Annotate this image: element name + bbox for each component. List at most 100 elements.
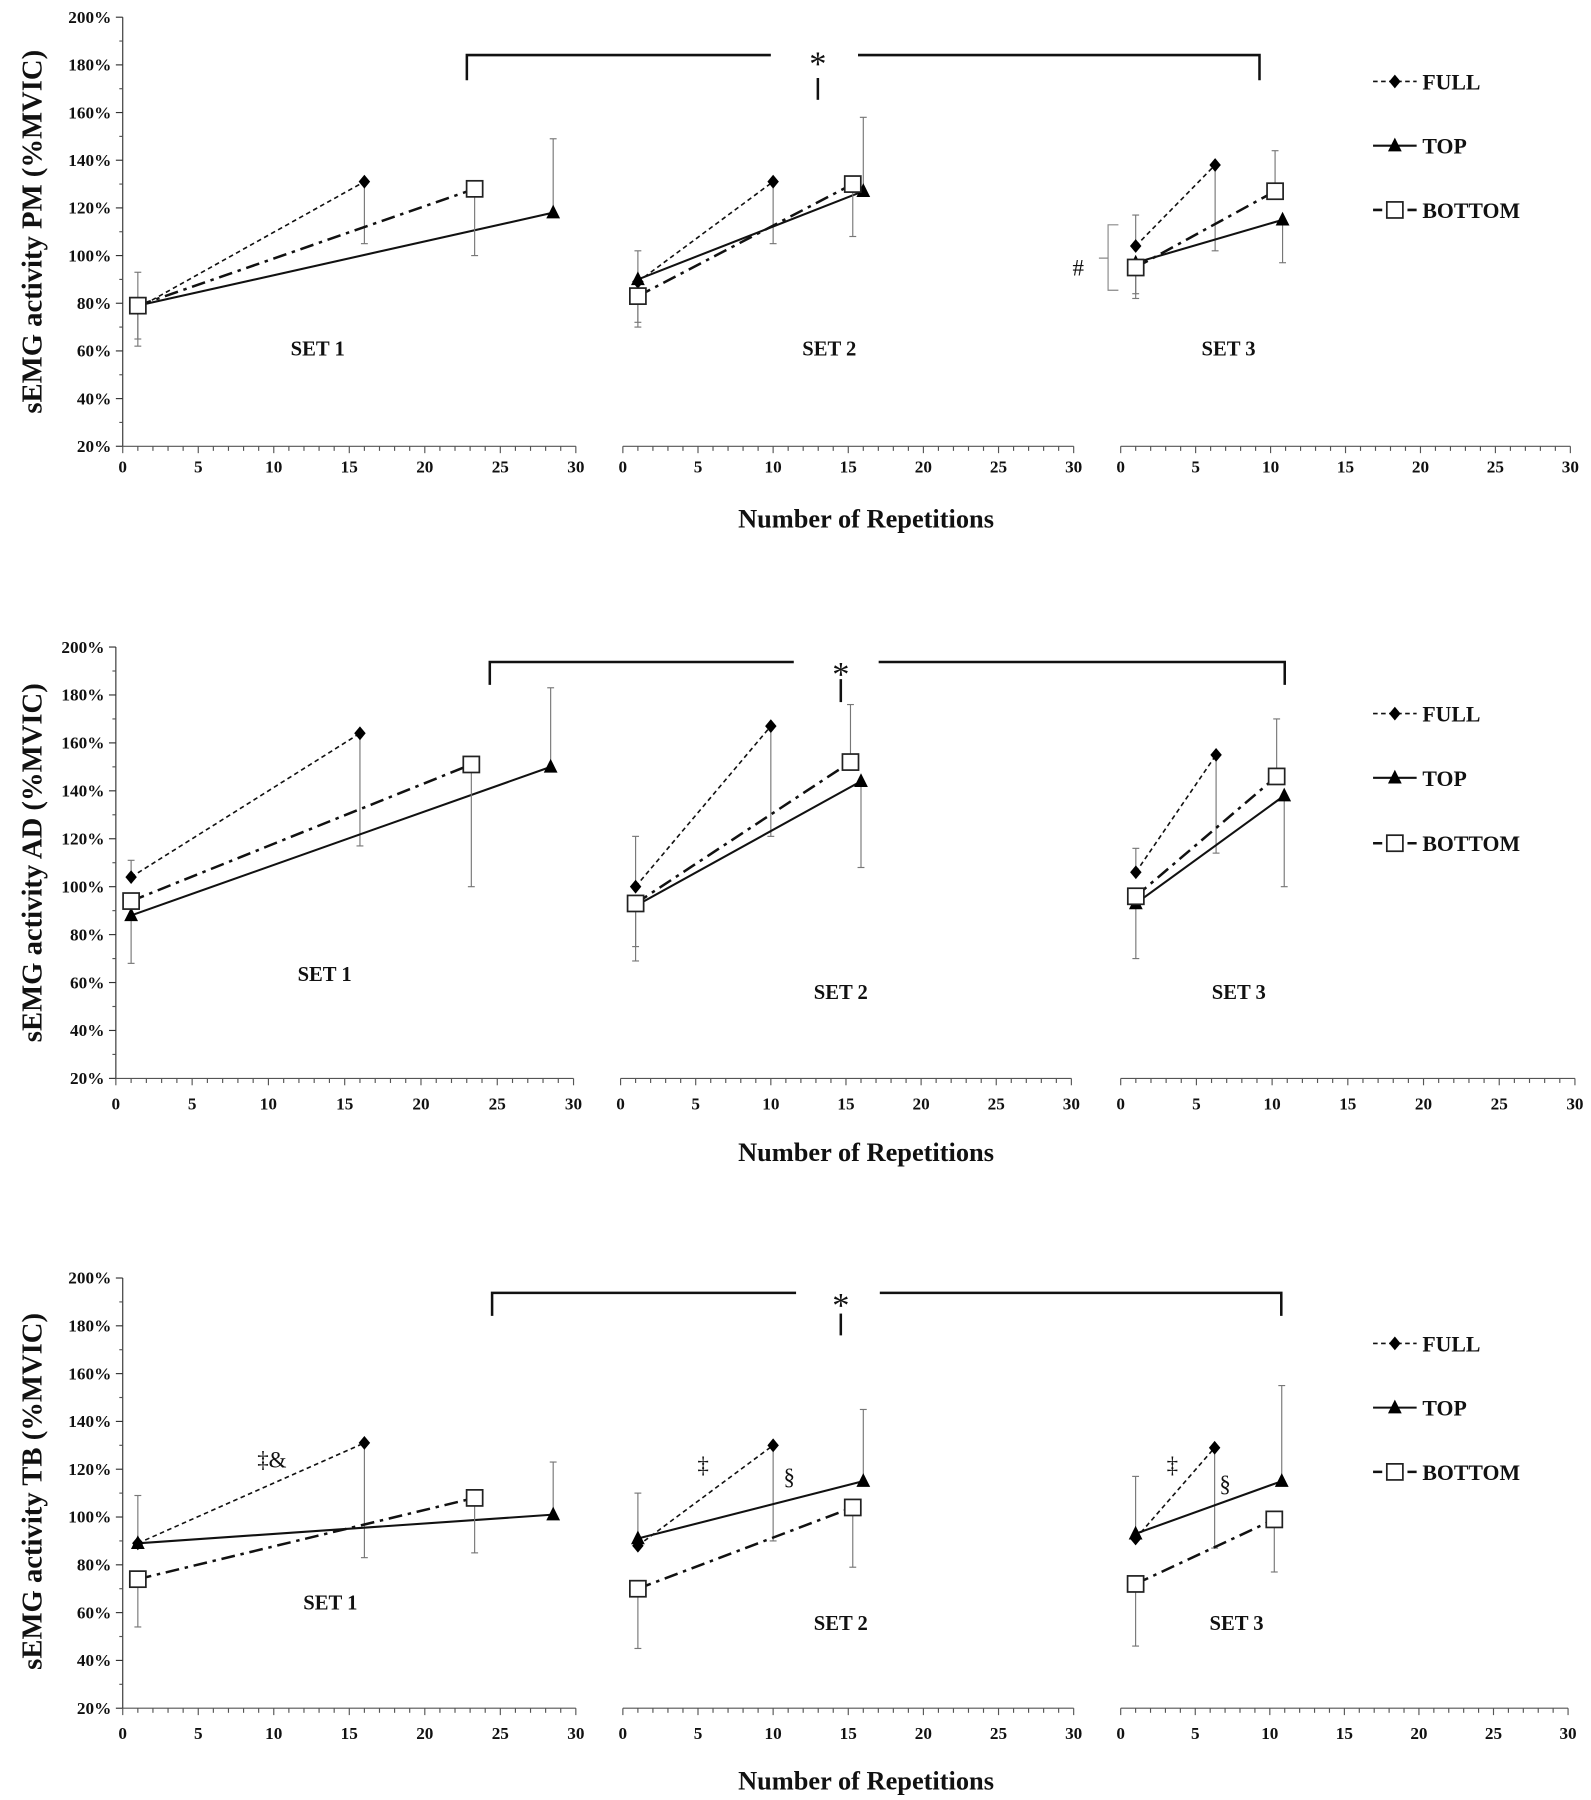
y-tick-label: 180% [68,1317,111,1336]
x-tick-label: 25 [988,1094,1005,1113]
x-tick-label: 15 [840,458,857,477]
x-tick-label: 5 [694,1724,703,1743]
square-marker-bottom [1126,887,1145,906]
panel-1: 20% 40% 60% 80% 100% 120% 140% 160% 180% 200% sEMG… [16,8,1579,534]
set-3: 0 5 10 15 20 25 30 SET 3 [1116,150,1579,477]
series-line-bottom [637,1506,854,1590]
diamond-marker-full [767,174,779,189]
diamond-marker-full [1389,706,1401,721]
triangle-marker-top [546,204,561,219]
diamond-marker-full [1389,74,1401,89]
x-tick-label: 10 [1261,1724,1278,1743]
triangle-marker-top [130,1535,145,1550]
x-tick-label: 0 [1116,1724,1125,1743]
y-tick-label: 120% [68,1460,111,1479]
set-label: SET 2 [802,339,856,361]
hash-bracket [1098,224,1119,291]
legend-label: FULL [1422,70,1480,94]
diamond-marker-full [1130,865,1142,880]
square-marker-bottom [462,755,481,774]
legend-label: TOP [1422,767,1466,791]
x-tick-label: 5 [194,1724,203,1743]
y-axis-label: sEMG activity PM (%MVIC) [16,50,48,414]
triangle-marker-top [543,758,558,773]
y-tick-label: 140% [61,782,104,801]
x-tick-label: 25 [990,458,1007,477]
y-axis-label: sEMG activity TB (%MVIC) [16,1313,48,1670]
square-marker-bottom [1385,1463,1404,1481]
square-marker-bottom [841,753,860,771]
y-tick-label: 100% [68,246,111,265]
legend-label: BOTTOM [1422,199,1520,223]
legend-item-top: TOP [1373,767,1467,791]
set-3: 0 5 10 15 20 25 30 SET 3 [1116,718,1584,1113]
triangle-marker-top [1275,211,1290,226]
triangle-marker-top [1387,1399,1402,1414]
y-tick-label: 100% [68,1508,111,1527]
x-tick-label: 5 [1191,1724,1200,1743]
series-line-top [130,765,552,917]
x-tick-label: 20 [1410,1724,1427,1743]
set-label: SET 2 [814,982,868,1004]
square-marker-bottom [629,287,647,305]
square-marker-bottom [843,1498,862,1517]
x-tick-label: 5 [694,458,703,477]
triangle-marker-top [1387,137,1402,152]
set-2: 0 5 10 15 20 25 30 SET 2 [616,703,1080,1113]
y-tick-label: 60% [77,1603,111,1622]
legend-item-full: FULL [1373,1332,1480,1356]
triangle-marker-top [1128,1525,1143,1540]
set-1: 0 5 10 15 20 25 30 SET 1 [118,1436,584,1743]
x-tick-label: 15 [837,1094,854,1113]
x-tick-label: 10 [260,1094,277,1113]
x-tick-label: 5 [1192,1094,1201,1113]
set-2: 0 5 10 15 20 25 30 SET 2 [619,116,1082,477]
series-line-top [635,780,862,907]
x-tick-label: 15 [1336,1724,1353,1743]
y-tick-label: 180% [68,56,111,75]
y-tick-label: 140% [68,1412,111,1431]
annotation-symbol: ‡ [697,1453,708,1478]
y-tick-label: 120% [61,829,104,848]
x-tick-label: 30 [1559,1724,1576,1743]
annotation-symbol: ‡& [257,1447,286,1472]
diamond-marker-full [125,870,137,884]
legend-item-full: FULL [1373,703,1480,727]
y-tick-label: 200% [68,1269,111,1288]
series-line-bottom [137,1496,475,1581]
x-tick-label: 25 [1491,1094,1508,1113]
y-tick-label: 60% [77,342,111,361]
x-tick-label: 25 [492,458,509,477]
square-marker-bottom [1266,182,1284,201]
x-tick-label: 0 [118,1724,127,1743]
y-tick-label: 40% [70,1021,104,1040]
significance-bracket [488,660,1286,685]
y-tick-label: 40% [77,389,111,408]
x-tick-label: 0 [1116,1094,1125,1113]
x-tick-label: 30 [1065,1724,1082,1743]
square-marker-bottom [1126,1575,1145,1593]
triangle-marker-top [1274,1473,1289,1487]
x-tick-label: 10 [765,1724,782,1743]
y-tick-label: 20% [77,437,111,456]
set-2: 0 5 10 15 20 25 30 SET 2 [619,1408,1082,1743]
triangle-marker-top [854,773,868,787]
series-line-top [1135,1480,1283,1535]
diamond-marker-full [358,1436,371,1450]
set-label: SET 1 [291,339,345,361]
legend-label: FULL [1422,703,1480,727]
series-line-top [137,211,554,307]
x-tick-label: 30 [1063,1094,1080,1113]
significance-bracket [465,53,1261,81]
triangle-marker-top [856,183,871,197]
square-marker-bottom [629,1579,647,1598]
square-marker-bottom [465,179,484,198]
x-tick-label: 30 [567,1724,584,1743]
x-tick-label: 15 [840,1724,857,1743]
square-marker-bottom [1385,201,1404,219]
x-tick-label: 15 [341,458,358,477]
square-marker-bottom [1385,834,1404,853]
triangle-marker-top [546,1506,561,1521]
legend-item-bottom: BOTTOM [1373,832,1520,856]
diamond-marker-full [1210,747,1222,762]
